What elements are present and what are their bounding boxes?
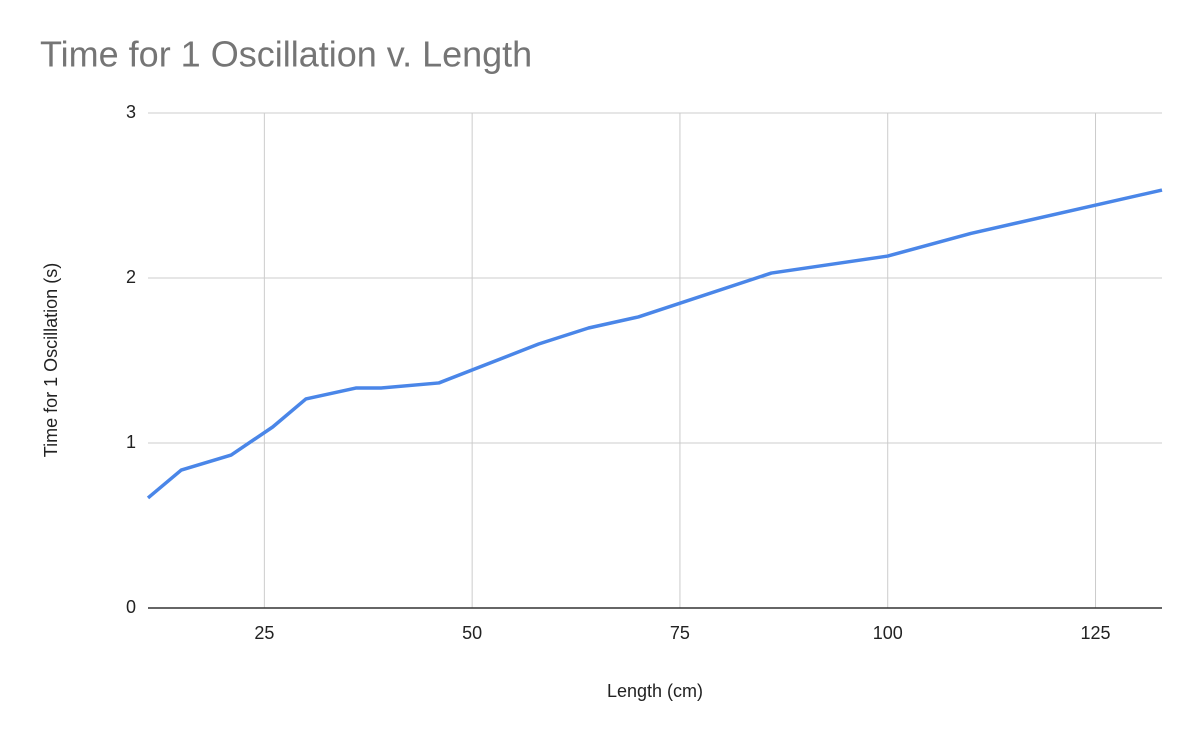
y-tick-label: 2 xyxy=(126,267,136,287)
x-tick-label: 75 xyxy=(670,623,690,643)
x-tick-label: 50 xyxy=(462,623,482,643)
x-tick-label: 25 xyxy=(254,623,274,643)
x-tick-label: 100 xyxy=(873,623,903,643)
y-tick-label: 3 xyxy=(126,102,136,122)
x-axis-label: Length (cm) xyxy=(607,681,703,701)
data-line xyxy=(146,188,1163,500)
y-tick-label: 0 xyxy=(126,597,136,617)
y-tick-label: 1 xyxy=(126,432,136,452)
x-tick-label: 125 xyxy=(1080,623,1110,643)
chart-title: Time for 1 Oscillation v. Length xyxy=(40,34,532,75)
y-axis-label: Time for 1 Oscillation (s) xyxy=(41,263,61,457)
